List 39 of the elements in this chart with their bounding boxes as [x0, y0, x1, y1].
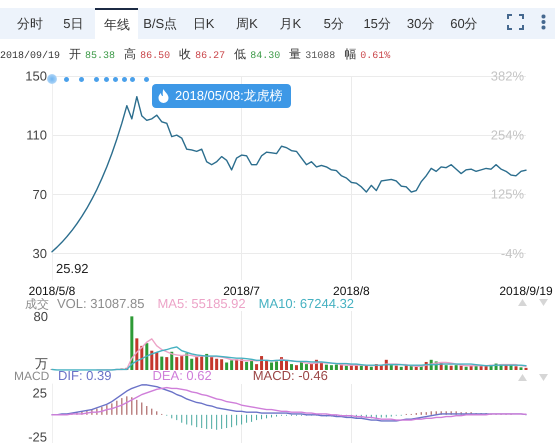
y2-tick-label: -4%	[500, 246, 524, 261]
y-tick-label: 30	[32, 246, 47, 261]
y2-tick-label: 254%	[490, 127, 524, 142]
tab-label: 5日	[63, 16, 84, 31]
tab-label: 15分	[363, 16, 391, 31]
annotation: 25.92	[56, 261, 89, 276]
y2-tick-label: 382%	[490, 68, 524, 84]
x-tick-label: 2018/9/19	[499, 284, 554, 298]
x-tick-label: 2018/5/8	[28, 284, 76, 298]
annotation: 2018/05/08:龙虎榜	[175, 87, 283, 105]
tab-label: 月K	[280, 16, 302, 31]
text: MA5: 55185.92	[157, 296, 246, 311]
text: MACD: -0.46	[252, 368, 328, 383]
tab-label: B/S点	[143, 16, 178, 31]
text: MA10: 67244.32	[258, 296, 354, 311]
y-tick-label: 150	[25, 68, 47, 84]
y2-tick-label: 125%	[490, 186, 524, 202]
tab-label: 5分	[324, 16, 344, 31]
y-tick-label: -25	[28, 429, 47, 443]
y-tick-label: 110	[26, 128, 47, 143]
tab-label: 日K	[192, 16, 214, 31]
tab-label: 周K	[236, 16, 258, 31]
series-label: DIF: 0.39	[58, 368, 112, 383]
tab-label: 年线	[104, 17, 130, 32]
y-axis-title: 万	[35, 356, 48, 371]
tab-label: 分时	[17, 16, 43, 31]
tooltip: 2018/05/08:龙虎榜	[152, 84, 291, 108]
text: 2018/09/19 开 85.38 高 86.50 收 86.27 低 84.30 量 31088 幅 0.61%	[0, 47, 390, 62]
y-tick-label: 25	[32, 385, 47, 400]
tab-label: 30分	[406, 16, 434, 31]
series-label: DEA: 0.62	[152, 368, 212, 383]
x-tick-label: 2018/8	[333, 284, 370, 298]
x-tick-label: 2018/7	[223, 284, 260, 298]
series-label: VOL: 31087.85	[57, 296, 144, 311]
tab-label: 60分	[450, 16, 478, 31]
y-tick-label: 70	[32, 186, 47, 202]
chart-title: MACD	[14, 369, 50, 383]
chart-title: 成交	[25, 297, 49, 311]
text: 80	[34, 309, 48, 324]
